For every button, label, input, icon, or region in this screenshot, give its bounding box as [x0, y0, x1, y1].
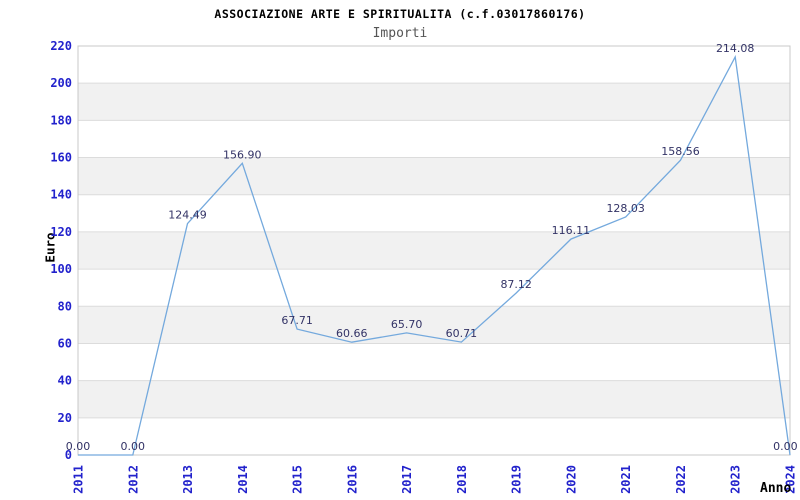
y-tick-label: 140	[50, 188, 72, 202]
plot-band	[78, 83, 790, 121]
x-tick-label: 2021	[619, 465, 633, 494]
series-line	[78, 54, 791, 456]
point-label: 60.66	[336, 327, 368, 340]
point-label: 0.00	[773, 440, 798, 453]
point-label: 156.90	[223, 148, 262, 161]
y-tick-label: 20	[58, 411, 72, 425]
y-tick-label: 160	[50, 151, 72, 165]
x-tick-label: 2022	[674, 465, 688, 494]
point-label: 124.49	[168, 209, 207, 222]
plot-band	[78, 157, 790, 195]
point-label: 87.12	[500, 278, 532, 291]
x-tick-label: 2023	[729, 465, 743, 494]
point-label: 65.70	[391, 318, 423, 331]
y-tick-label: 120	[50, 225, 72, 239]
x-tick-label: 2016	[345, 465, 359, 494]
x-tick-label: 2020	[564, 465, 578, 494]
x-tick-label: 2019	[510, 465, 524, 494]
point-label: 128.03	[606, 202, 645, 215]
x-tick-label: 2017	[400, 465, 414, 494]
plot-band	[78, 380, 790, 418]
y-tick-label: 180	[50, 113, 72, 127]
chart-title: ASSOCIAZIONE ARTE E SPIRITUALITA (c.f.03…	[214, 7, 586, 21]
point-label: 67.71	[281, 314, 313, 327]
y-tick-label: 40	[58, 374, 72, 388]
x-tick-label: 2013	[181, 465, 195, 494]
plot-band	[78, 231, 790, 270]
x-tick-label: 2014	[236, 465, 250, 494]
x-tick-label: 2012	[126, 465, 140, 494]
x-axis-title: Anno	[760, 481, 792, 496]
y-tick-label: 100	[50, 262, 72, 276]
point-label: 0.00	[66, 440, 91, 453]
y-tick-label: 60	[58, 337, 72, 351]
x-tick-label: 2018	[455, 465, 469, 494]
x-tick-label: 2015	[291, 465, 305, 494]
x-tick-label: 2024	[784, 465, 798, 494]
point-label: 60.71	[446, 327, 478, 340]
point-label: 214.08	[716, 42, 755, 55]
x-tick-label: 2011	[72, 465, 86, 494]
chart-subtitle: Importi	[372, 26, 428, 41]
y-tick-label: 220	[50, 39, 72, 53]
point-label: 158.56	[661, 145, 700, 158]
point-label: 0.00	[121, 440, 146, 453]
y-tick-label: 80	[58, 299, 72, 313]
y-tick-label: 200	[50, 76, 72, 90]
plot-border	[77, 45, 791, 456]
point-label: 116.11	[552, 224, 591, 237]
y-tick-label: 0	[65, 448, 72, 462]
